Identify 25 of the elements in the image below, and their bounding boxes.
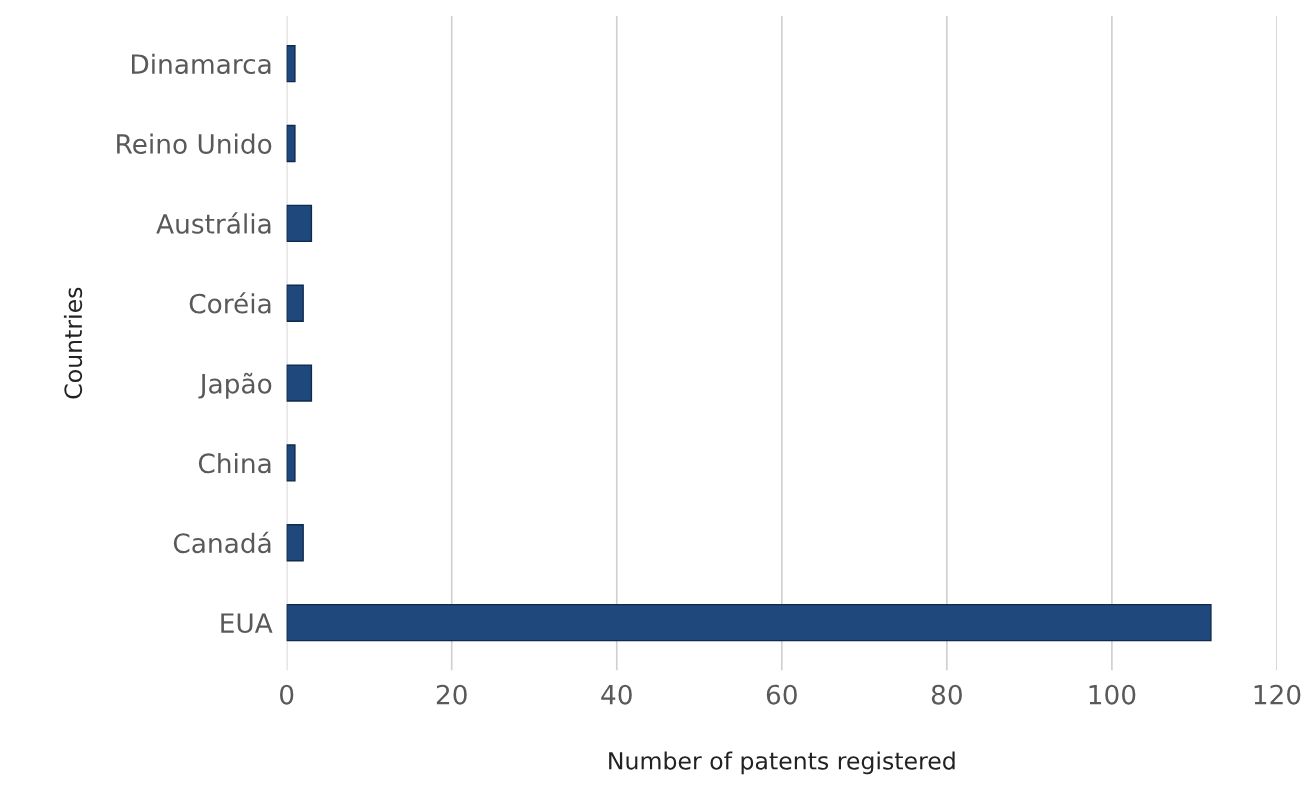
x-tick-label: 100 bbox=[1089, 684, 1136, 705]
y-tick-label: EUA bbox=[221, 613, 273, 634]
bar bbox=[286, 603, 1212, 642]
bar bbox=[286, 524, 304, 562]
bar bbox=[286, 364, 313, 402]
x-axis-title: Number of patents registered bbox=[609, 751, 955, 775]
x-tick-label: 40 bbox=[601, 684, 632, 705]
bar bbox=[286, 284, 304, 322]
y-tick-label: Coréia bbox=[189, 292, 271, 314]
y-tick-label: Reino Unido bbox=[117, 133, 272, 154]
y-axis-title: Countries bbox=[63, 287, 83, 399]
y-tick-label: Japão bbox=[198, 372, 272, 399]
y-tick-label: Austrália bbox=[156, 212, 271, 234]
x-tick-label: 120 bbox=[1254, 684, 1301, 705]
bar bbox=[286, 45, 296, 83]
y-tick-label: China bbox=[198, 452, 271, 474]
x-tick-label: 60 bbox=[766, 684, 797, 705]
x-tick-label: 20 bbox=[436, 684, 467, 705]
x-tick-label: 80 bbox=[931, 684, 962, 705]
bar bbox=[286, 444, 296, 482]
y-tick-label: Dinamarca bbox=[132, 53, 271, 75]
x-tick-label: 0 bbox=[280, 684, 294, 705]
bar bbox=[286, 204, 313, 243]
bar bbox=[286, 124, 296, 163]
y-tick-label: Canadá bbox=[173, 531, 271, 554]
